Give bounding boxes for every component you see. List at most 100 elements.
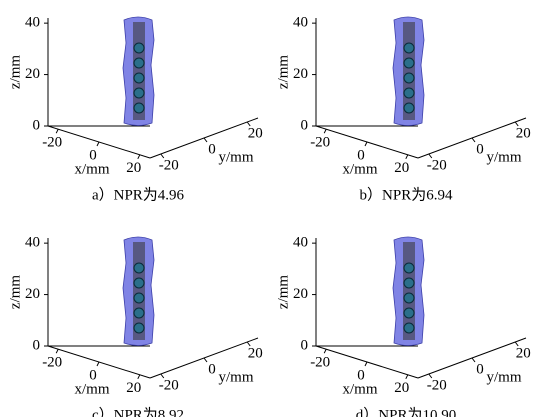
pore-node [403,72,415,84]
x-tick [323,348,327,354]
x-tick-label: -20 [310,135,330,151]
z-tick-label: 0 [33,117,41,133]
pore-node [133,322,145,334]
y-tick-label: 20 [516,345,531,361]
y-tick [514,341,519,347]
y-tick-label: -20 [427,377,447,393]
y-tick [203,137,208,143]
pore-node [403,102,415,114]
y-tick-label: 0 [208,361,216,377]
y-tick-label: 0 [208,141,216,157]
y-tick-label: 20 [248,345,263,361]
y-tick-label: 0 [476,141,484,157]
caption: b）NPR为6.94 [360,186,453,203]
x-tick [405,154,409,160]
pore-node [403,292,415,304]
y-tick-label: 20 [516,125,531,141]
z-tick-label: 0 [301,117,309,133]
x-tick [323,128,327,134]
pore-node [133,87,145,99]
pore-node [403,42,415,54]
x-tick [364,141,368,147]
z-tick-label: 0 [301,337,309,353]
caption: c）NPR为8.92 [92,406,184,417]
x-tick [405,374,409,380]
z-axis-label: z/mm [275,55,291,89]
x-tick-label: 0 [357,147,365,163]
y-tick [428,373,433,379]
z-tick-label: 20 [25,66,40,82]
y-axis-label: y/mm [486,149,521,165]
x-tick-label: 20 [394,380,409,396]
y-tick [203,357,208,363]
x-tick [137,374,141,380]
pore-node [133,42,145,54]
y-tick-label: -20 [159,157,179,173]
x-axis-label: x/mm [74,161,109,177]
z-axis-label: z/mm [7,275,23,309]
pore-node [133,307,145,319]
pore-node [133,277,145,289]
y-axis-label: y/mm [218,369,253,385]
pore-node [133,102,145,114]
x-axis-label: x/mm [342,161,377,177]
y-tick [428,153,433,159]
y-tick [471,357,476,363]
pore-node [403,57,415,69]
y-tick [246,341,251,347]
pore-node [133,72,145,84]
y-tick [514,121,519,127]
pore-node [133,262,145,274]
z-tick-label: 40 [293,15,308,31]
y-tick-label: -20 [427,157,447,173]
x-tick [96,361,100,367]
y-axis-label: y/mm [486,369,521,385]
y-axis-label: y/mm [218,149,253,165]
x-tick-label: 20 [394,160,409,176]
y-tick-label: 0 [476,361,484,377]
z-tick-label: 20 [25,286,40,302]
x-tick-label: -20 [42,135,62,151]
z-tick-label: 40 [293,235,308,251]
pore-node [403,262,415,274]
y-tick-label: 20 [248,125,263,141]
y-tick [160,373,165,379]
x-tick-label: 20 [126,160,141,176]
z-axis-label: z/mm [7,55,23,89]
pore-node [403,322,415,334]
x-tick [364,361,368,367]
y-tick [160,153,165,159]
x-tick-label: 0 [89,367,97,383]
x-tick-label: -20 [310,355,330,371]
x-tick-label: 20 [126,380,141,396]
pore-node [403,277,415,289]
z-tick-label: 40 [25,235,40,251]
z-tick-label: 20 [293,66,308,82]
caption: d）NPR为10.90 [356,406,456,417]
y-tick-label: -20 [159,377,179,393]
x-axis-label: x/mm [342,381,377,397]
y-tick [246,121,251,127]
x-tick-label: -20 [42,355,62,371]
z-tick-label: 20 [293,286,308,302]
pore-node [403,307,415,319]
z-tick-label: 40 [25,15,40,31]
z-tick-label: 0 [33,337,41,353]
pore-node [133,292,145,304]
x-tick-label: 0 [89,147,97,163]
x-tick [55,348,59,354]
x-tick-label: 0 [357,367,365,383]
pore-node [133,57,145,69]
pore-node [403,87,415,99]
x-tick [96,141,100,147]
y-tick [471,137,476,143]
x-tick [55,128,59,134]
x-axis-label: x/mm [74,381,109,397]
z-axis-label: z/mm [275,275,291,309]
x-tick [137,154,141,160]
